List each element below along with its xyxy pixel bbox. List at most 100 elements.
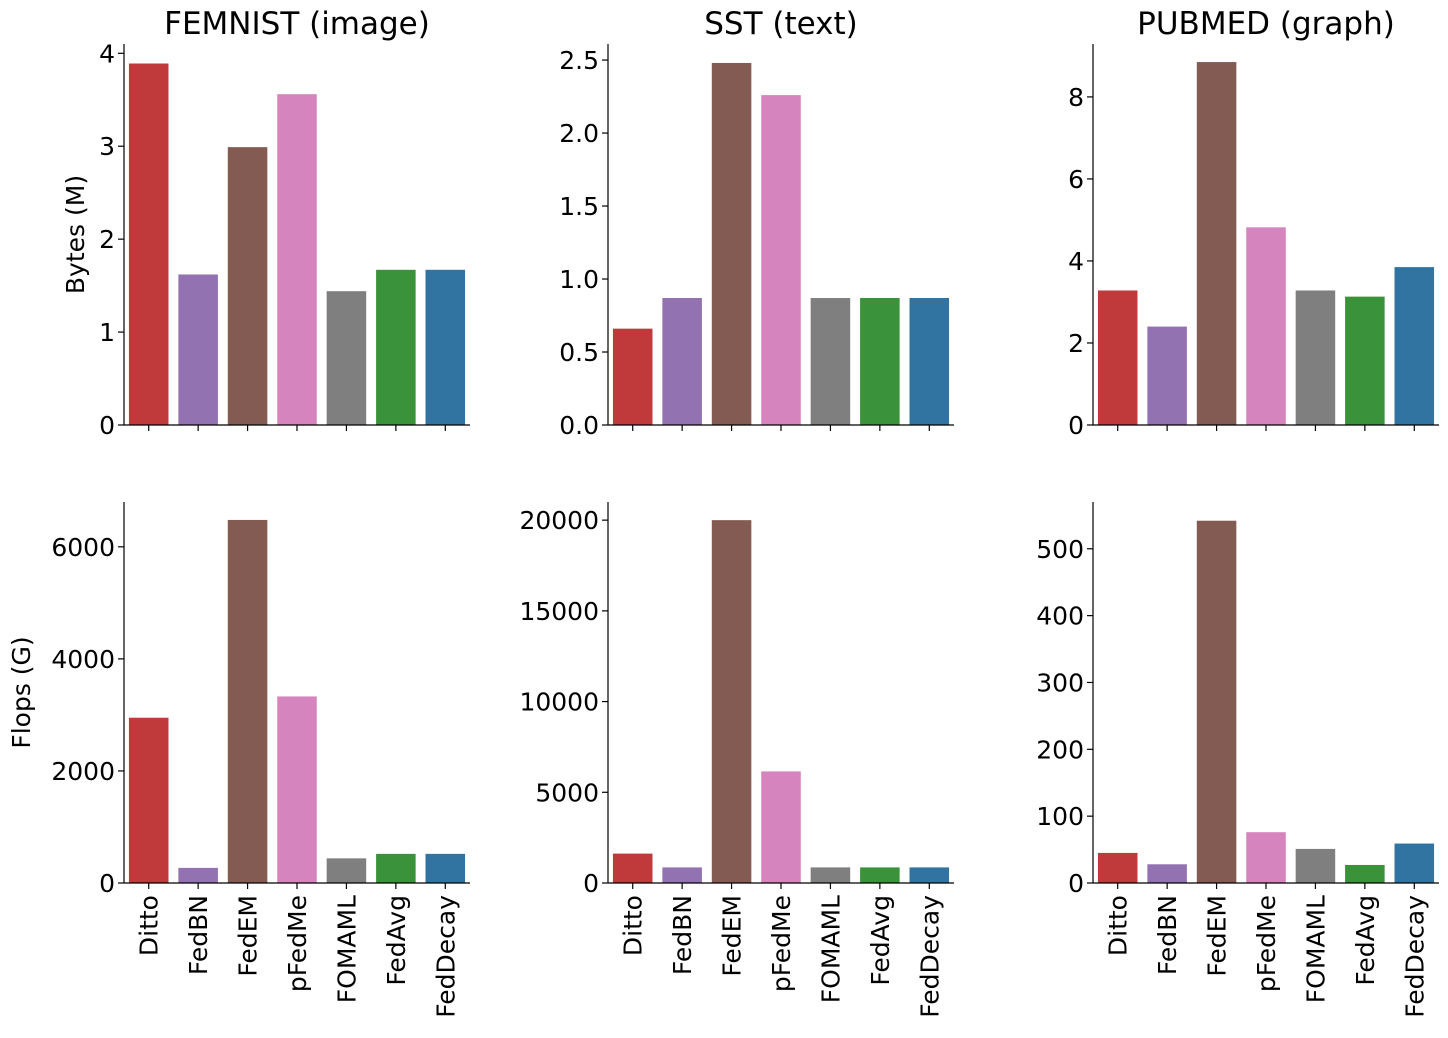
bar-feddecay — [909, 867, 950, 883]
bar-fedem — [1196, 520, 1237, 883]
x-tick-label: FedEM — [234, 895, 263, 977]
x-tick-label: pFedMe — [283, 895, 312, 992]
bar-fedavg — [1345, 864, 1385, 883]
x-tick-label: FOMAML — [1301, 895, 1330, 1003]
bar-fedem — [711, 62, 752, 425]
bar-feddecay — [425, 853, 466, 883]
y-tick-label: 0 — [1068, 869, 1084, 898]
bar-ditto — [1097, 852, 1138, 883]
bar-fedbn — [1147, 864, 1187, 883]
bar-pfedme — [761, 95, 801, 425]
x-tick-label: FedDecay — [915, 895, 944, 1018]
bar-fedbn — [662, 867, 702, 883]
x-tick-label: Ditto — [619, 895, 648, 956]
y-tick-label: 0 — [99, 869, 115, 898]
x-tick-label: FedBN — [668, 895, 697, 975]
bar-fedem — [227, 147, 268, 425]
y-tick-label: 0 — [99, 411, 115, 440]
chart-panel-3: 0 2 4 6 8 PUBMED (graph) — [1068, 6, 1439, 440]
y-tick-label: 2.5 — [559, 46, 599, 75]
x-tick-label: FedDecay — [1400, 895, 1429, 1018]
y-axis-label: Flops (G) — [7, 636, 36, 748]
x-tick-label: FedAvg — [382, 895, 411, 986]
bar-pfedme — [761, 771, 801, 883]
x-tick-label: FedEM — [1203, 895, 1232, 977]
y-tick-label: 2000 — [51, 757, 115, 786]
bar-fedbn — [178, 867, 218, 883]
chart-panel-5: 0 5000 10000 15000 20000 Ditto FedBN FedEM pFedM… — [519, 502, 954, 1018]
bar-fedavg — [860, 867, 900, 883]
y-tick-label: 200 — [1036, 735, 1084, 764]
bar-fedbn — [662, 298, 702, 425]
x-tick-label: FOMAML — [332, 895, 361, 1003]
y-axis-label: Bytes (M) — [61, 175, 90, 294]
bar-ditto — [612, 328, 653, 425]
bar-fomaml — [326, 858, 367, 883]
panel-title: FEMNIST (image) — [164, 6, 430, 42]
y-tick-label: 0.5 — [559, 338, 599, 367]
y-tick-label: 15000 — [519, 597, 599, 626]
y-tick-label: 2.0 — [559, 119, 599, 148]
y-tick-label: 20000 — [519, 506, 599, 535]
chart-panel-4: 0 2000 4000 6000 Ditto FedBN FedEM pFedMe FOMAML… — [7, 502, 470, 1018]
x-tick-label: pFedMe — [767, 895, 796, 992]
bar-ditto — [128, 63, 169, 425]
x-tick-label: FedEM — [718, 895, 747, 977]
bar-ditto — [128, 717, 169, 883]
y-tick-label: 10000 — [519, 688, 599, 717]
y-tick-label: 1.5 — [559, 192, 599, 221]
x-tick-label: FedAvg — [866, 895, 895, 986]
y-tick-label: 1 — [99, 318, 115, 347]
bar-fedem — [1196, 62, 1237, 426]
bar-feddecay — [1394, 267, 1435, 425]
panel-title: PUBMED (graph) — [1137, 6, 1395, 42]
x-tick-label: FedBN — [184, 895, 213, 975]
x-tick-label: FedDecay — [431, 895, 460, 1018]
y-tick-label: 4 — [1068, 247, 1084, 276]
y-tick-label: 5000 — [535, 778, 599, 807]
panel-title: SST (text) — [704, 6, 858, 42]
bar-fomaml — [326, 291, 367, 425]
x-tick-label: FedAvg — [1351, 895, 1380, 986]
y-tick-label: 100 — [1036, 802, 1084, 831]
bar-fedavg — [860, 298, 900, 425]
y-tick-label: 4000 — [51, 645, 115, 674]
y-tick-label: 0 — [1068, 411, 1084, 440]
bar-pfedme — [277, 696, 317, 883]
x-tick-label: FOMAML — [816, 895, 845, 1003]
y-tick-label: 3 — [99, 132, 115, 161]
bar-pfedme — [277, 94, 317, 426]
bar-feddecay — [909, 298, 950, 425]
bar-fedbn — [1147, 326, 1187, 425]
y-tick-label: 2 — [99, 225, 115, 254]
bar-fedem — [227, 519, 268, 883]
bar-pfedme — [1246, 227, 1286, 425]
bar-fedbn — [178, 274, 218, 425]
bar-ditto — [612, 853, 653, 883]
bar-fomaml — [1295, 848, 1336, 883]
bar-fomaml — [810, 298, 851, 425]
bar-fedem — [711, 520, 752, 883]
bar-fedavg — [376, 853, 416, 883]
y-tick-label: 300 — [1036, 668, 1084, 697]
chart-panel-1: 0 1 2 3 4 FEMNIST (image) Bytes (M) — [61, 6, 470, 440]
y-tick-label: 6000 — [51, 533, 115, 562]
bar-fomaml — [1295, 290, 1336, 425]
x-tick-label: Ditto — [135, 895, 164, 956]
y-tick-label: 400 — [1036, 602, 1084, 631]
bar-ditto — [1097, 290, 1138, 425]
y-tick-label: 2 — [1068, 329, 1084, 358]
x-tick-label: Ditto — [1104, 895, 1133, 956]
x-tick-label: pFedMe — [1252, 895, 1281, 992]
y-tick-label: 4 — [99, 39, 115, 68]
y-tick-label: 1.0 — [559, 265, 599, 294]
bar-pfedme — [1246, 832, 1286, 883]
bar-feddecay — [425, 269, 466, 425]
bar-fedavg — [1345, 296, 1385, 425]
y-tick-label: 0.0 — [559, 411, 599, 440]
y-tick-label: 0 — [583, 869, 599, 898]
bar-feddecay — [1394, 843, 1435, 883]
y-tick-label: 500 — [1036, 535, 1084, 564]
bar-fedavg — [376, 269, 416, 425]
